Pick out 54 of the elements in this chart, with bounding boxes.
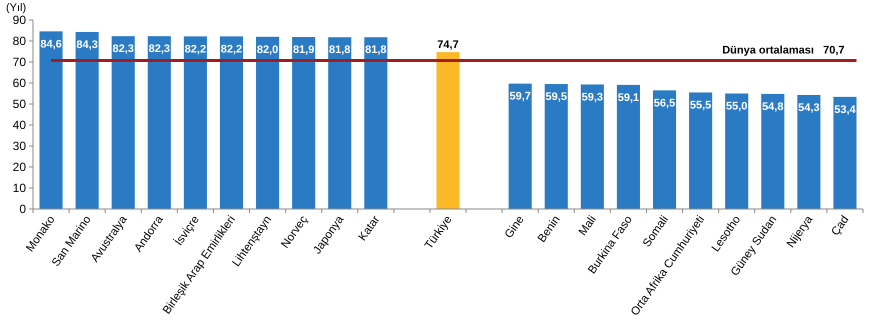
data-label: 82,2	[220, 43, 242, 56]
y-tick-label: 90	[12, 13, 26, 27]
y-tick-label: 50	[12, 97, 26, 111]
bar	[797, 94, 820, 209]
data-label: 81,8	[365, 44, 387, 56]
bar	[76, 32, 99, 209]
data-label: 81,9	[292, 44, 314, 56]
y-axis-title: (Yıl)	[6, 2, 26, 14]
data-label: 82,0	[256, 44, 278, 56]
y-tick-label: 80	[12, 34, 26, 48]
y-tick-label: 40	[12, 118, 26, 132]
data-label: 54,8	[762, 100, 784, 113]
bar	[256, 36, 280, 209]
data-label: 84,3	[76, 38, 98, 51]
bar	[39, 31, 63, 209]
data-label: 82,2	[184, 43, 206, 56]
data-label: 56,5	[654, 97, 676, 110]
data-label: 59,3	[582, 91, 604, 104]
bar	[580, 84, 604, 209]
bar	[436, 52, 460, 209]
bar	[689, 92, 712, 209]
y-tick-label: 70	[12, 55, 26, 69]
data-label: 54,3	[798, 102, 820, 114]
data-label: 59,5	[546, 91, 567, 104]
bar	[544, 84, 568, 209]
bar	[508, 84, 532, 209]
bar	[184, 36, 207, 209]
data-label: 82,3	[148, 43, 170, 56]
bar	[616, 84, 640, 209]
data-label: 55,0	[726, 100, 748, 112]
bar	[148, 36, 171, 209]
data-label: 59,1	[618, 92, 640, 104]
data-label: 53,4	[834, 104, 857, 116]
data-label: 55,5	[690, 99, 712, 112]
data-label: 81,8	[329, 44, 350, 56]
y-tick-label: 10	[12, 181, 26, 195]
data-label: 82,3	[112, 43, 134, 56]
data-label: 84,6	[40, 38, 62, 50]
bar	[220, 36, 244, 209]
y-tick-label: 60	[12, 76, 26, 90]
bar	[292, 37, 316, 209]
bar	[761, 94, 784, 209]
y-tick-label: 0	[19, 202, 26, 216]
bar	[833, 96, 857, 209]
data-label: 59,7	[509, 90, 531, 103]
bar	[112, 36, 135, 209]
bar	[364, 37, 388, 209]
ref-line-label: Dünya ortalaması 70,7	[722, 44, 845, 57]
bar	[652, 90, 676, 209]
y-tick-label: 30	[12, 139, 26, 153]
y-tick-label: 20	[12, 160, 26, 174]
bar	[725, 94, 748, 209]
bar	[328, 37, 352, 209]
data-label: 74,7	[437, 39, 459, 52]
